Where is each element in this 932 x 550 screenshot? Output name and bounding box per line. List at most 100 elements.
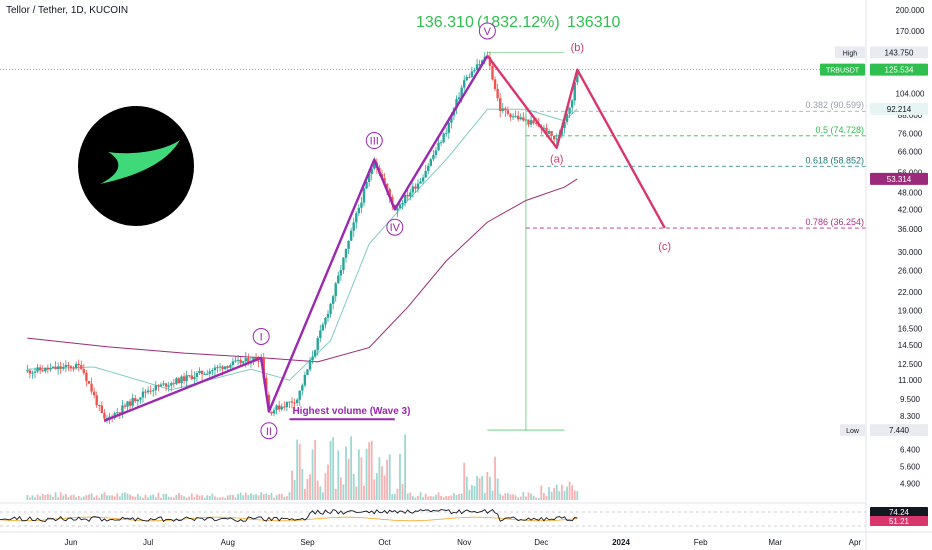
candle	[439, 142, 443, 144]
price-badge-tag-label: High	[843, 50, 858, 57]
candle	[41, 370, 44, 372]
volume-bar	[368, 442, 371, 500]
volume-bar	[131, 496, 134, 500]
candle	[67, 365, 70, 367]
measure-ticks: 136310	[567, 14, 621, 31]
volume-bar	[285, 496, 288, 500]
volume-bar	[404, 434, 407, 500]
indicator-badge	[870, 516, 928, 526]
volume-bar	[59, 492, 62, 500]
candle	[218, 366, 222, 368]
price-badge-value: 143.750	[885, 48, 914, 57]
volume-bar	[471, 485, 473, 500]
volume-bar	[221, 496, 224, 500]
volume-bar	[149, 495, 152, 500]
volume-bars	[26, 434, 579, 500]
candle	[126, 401, 129, 407]
price-axis-label: 14.500	[898, 341, 923, 350]
candle	[116, 412, 119, 414]
volume-bar	[411, 496, 414, 500]
candle	[49, 367, 52, 370]
candle	[69, 366, 73, 369]
fib-level-label: 0.5 (74.728)	[815, 125, 864, 135]
candle	[162, 383, 165, 385]
candle	[398, 204, 402, 209]
volume-bar	[465, 476, 468, 500]
volume-bar	[262, 494, 265, 500]
volume-bar	[393, 493, 396, 500]
candle	[457, 97, 461, 100]
volume-bar	[548, 486, 550, 500]
volume-bar	[278, 494, 281, 500]
candle	[429, 159, 433, 166]
candle	[175, 378, 178, 384]
candle	[44, 367, 47, 372]
wave-impulse-line	[103, 55, 489, 422]
volume-bar	[267, 494, 270, 500]
candle	[388, 188, 391, 197]
volume-bar	[491, 490, 494, 500]
price-axis-label: 36.000	[898, 225, 923, 234]
candle	[146, 390, 150, 393]
candle	[62, 367, 65, 369]
candle	[74, 364, 78, 369]
volume-bar	[545, 495, 548, 500]
candle	[306, 369, 309, 375]
volume-bar	[460, 493, 463, 500]
candle	[427, 165, 430, 171]
logo-swoosh-icon	[100, 140, 180, 184]
price-badge-tag-label: Low	[846, 428, 860, 435]
volume-bar	[162, 493, 165, 500]
candle	[470, 71, 474, 77]
candle	[334, 283, 337, 297]
candle	[450, 115, 453, 123]
candle	[241, 361, 245, 364]
volume-bar	[514, 495, 517, 500]
volume-bar	[553, 488, 556, 500]
volume-bar	[247, 495, 250, 500]
candle	[362, 188, 366, 203]
candle	[172, 383, 176, 385]
price-badge	[870, 102, 928, 115]
candle	[36, 367, 39, 372]
price-badge	[870, 424, 928, 437]
candle	[509, 114, 512, 117]
price-axis-label: 26.000	[898, 266, 923, 275]
candle	[90, 383, 93, 392]
volume-bar	[355, 486, 358, 500]
volume-bar	[147, 497, 150, 500]
volume-bar	[427, 496, 430, 500]
price-axis-label: 16.500	[898, 324, 923, 333]
wave-label-circle	[478, 22, 496, 40]
volume-bar	[170, 496, 173, 500]
volume-annotation-label: Highest volume (Wave 3)	[292, 406, 410, 417]
price-axis-label: 11.000	[898, 376, 922, 385]
volume-bar	[329, 440, 332, 500]
tellor-logo	[78, 106, 194, 226]
volume-bar	[303, 488, 306, 500]
volume-bar	[283, 496, 286, 500]
volume-bar	[314, 439, 317, 500]
volume-bar	[414, 497, 417, 500]
candle	[385, 183, 389, 189]
volume-bar	[399, 453, 401, 500]
volume-bar	[311, 449, 314, 500]
candle	[80, 365, 83, 369]
candle	[293, 402, 296, 404]
volume-bar	[401, 483, 404, 500]
volume-bar	[437, 492, 440, 500]
measure-percent: (1832.12%)	[477, 14, 560, 31]
volume-bar	[70, 495, 72, 500]
volume-bar	[447, 496, 450, 500]
candle	[550, 131, 553, 136]
volume-bar	[468, 489, 471, 500]
volume-bar	[396, 488, 399, 500]
ma-slow-line	[27, 178, 578, 363]
volume-bar	[95, 495, 98, 500]
candle	[134, 398, 137, 402]
candle	[298, 390, 301, 400]
candle	[552, 135, 556, 140]
candle	[177, 378, 181, 384]
volume-bar	[555, 484, 558, 500]
